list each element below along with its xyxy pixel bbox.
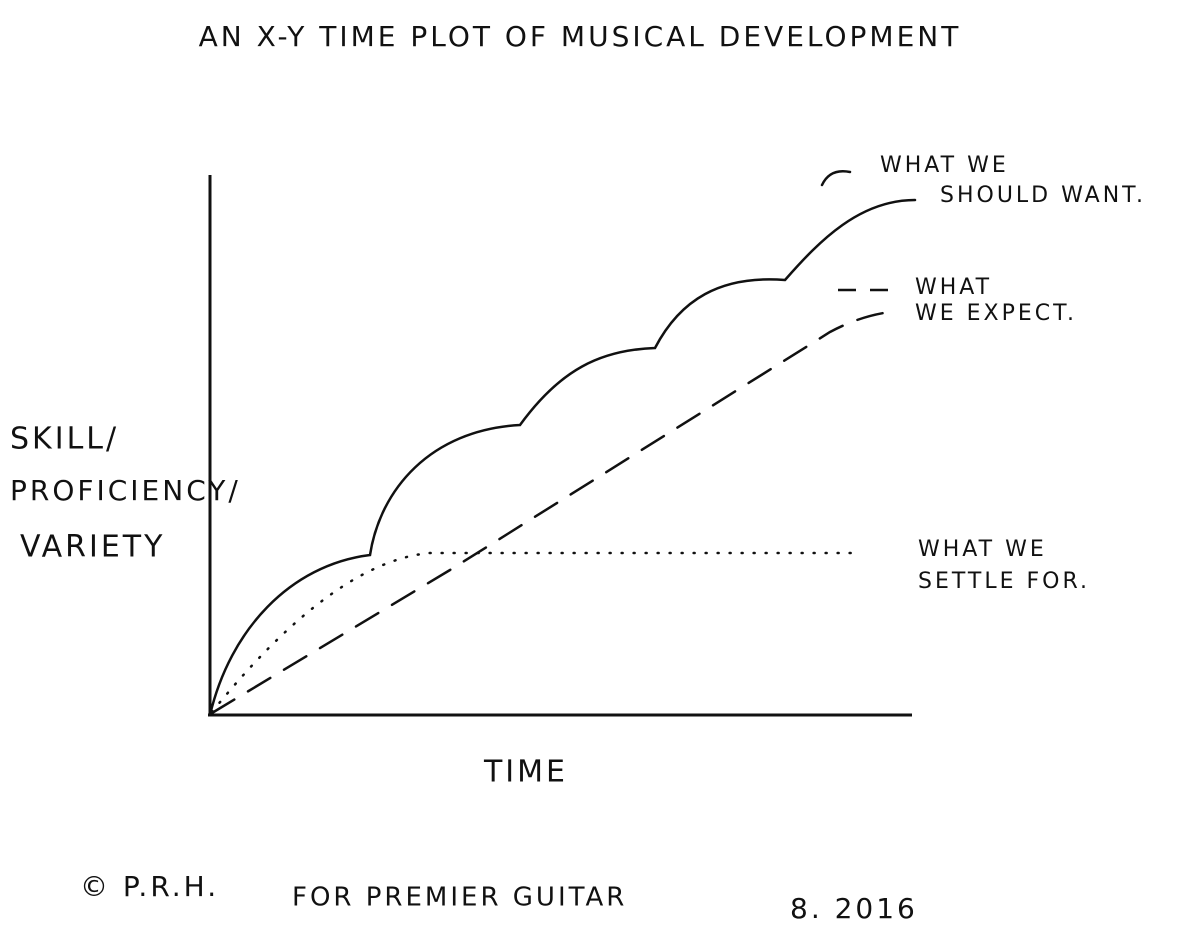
annotation: WHAT WE <box>880 153 1009 178</box>
annotation: WHAT WE <box>918 537 1047 562</box>
x-axis-label: TIME <box>483 755 568 790</box>
footer-date: 8. 2016 <box>790 892 918 925</box>
y-axis-label: SKILL/ <box>10 422 119 457</box>
should-want-curve <box>208 198 917 717</box>
expect-curve <box>210 310 892 715</box>
y-axis-label: VARIETY <box>20 530 165 565</box>
annotation: SHOULD WANT. <box>940 183 1146 208</box>
footer-credit: © P.R.H. <box>80 870 219 903</box>
title: AN X-Y TIME PLOT OF MUSICAL DEVELOPMENT <box>199 20 962 53</box>
annotation: WHAT <box>915 275 992 300</box>
annotation: SETTLE FOR. <box>918 569 1090 594</box>
footer-publication: FOR PREMIER GUITAR <box>292 883 627 913</box>
y-axis-label: PROFICIENCY/ <box>10 474 241 507</box>
should-want-marker <box>820 170 852 187</box>
annotation: WE EXPECT. <box>915 301 1077 326</box>
